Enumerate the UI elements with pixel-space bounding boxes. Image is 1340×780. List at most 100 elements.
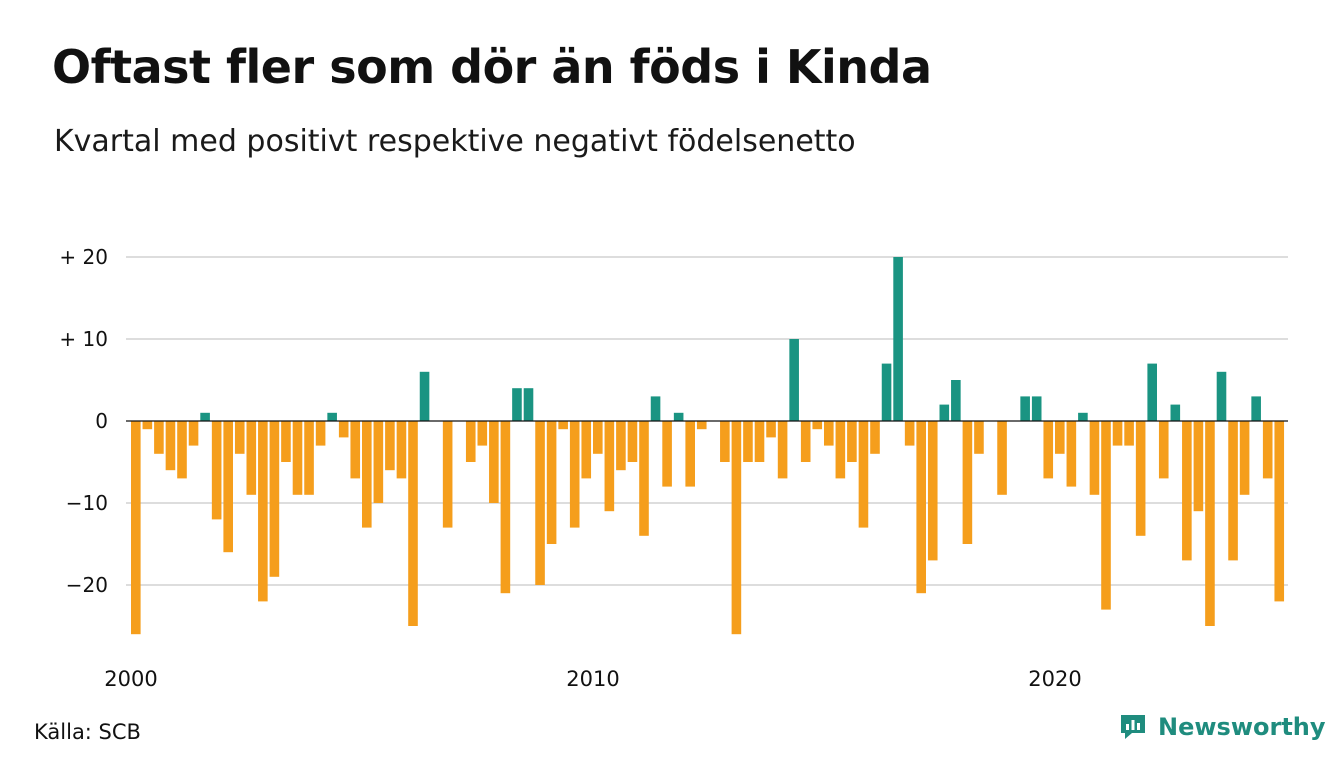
bar-negative — [662, 421, 672, 487]
bar-positive — [419, 371, 430, 421]
bar-negative — [1239, 421, 1250, 495]
bar-negative — [766, 421, 776, 438]
bar-negative — [546, 421, 557, 544]
bar-positive — [200, 412, 210, 421]
bar-negative — [292, 421, 303, 495]
bar-negative — [997, 421, 1007, 495]
bars — [131, 257, 1285, 635]
bar-negative — [696, 421, 707, 430]
bar-negative — [1112, 421, 1123, 446]
bar-positive — [939, 404, 950, 421]
bar-negative — [1158, 421, 1169, 479]
bar-negative — [489, 421, 499, 503]
bar-negative — [535, 421, 545, 585]
bar-negative — [927, 421, 938, 561]
bar-negative — [800, 421, 811, 462]
bar-positive — [951, 380, 961, 421]
bar-negative — [754, 421, 765, 462]
bar-negative — [1274, 421, 1285, 602]
bar-positive — [1020, 396, 1030, 421]
bar-negative — [477, 421, 488, 446]
bar-positive — [1147, 363, 1157, 421]
bar-positive — [650, 396, 661, 421]
bar-negative — [188, 421, 199, 446]
bar-negative — [1089, 421, 1100, 495]
bar-negative — [442, 421, 453, 528]
bar-positive — [789, 339, 799, 421]
bar-negative — [1055, 421, 1065, 454]
bar-positive — [1078, 412, 1088, 421]
bar-negative — [1124, 421, 1134, 446]
bar-negative — [743, 421, 753, 462]
bar-negative — [315, 421, 326, 446]
bar-negative — [223, 421, 233, 553]
bar-negative — [685, 421, 695, 487]
bar-negative — [824, 421, 834, 446]
bar-negative — [396, 421, 407, 479]
grid-lines — [126, 256, 1288, 586]
bar-negative — [604, 421, 615, 512]
bar-negative — [362, 421, 372, 528]
bar-negative — [234, 421, 245, 454]
bar-negative — [627, 421, 638, 462]
bar-negative — [246, 421, 257, 495]
bar-positive — [512, 388, 522, 421]
bar-negative — [500, 421, 511, 594]
bar-negative — [304, 421, 314, 495]
bar-negative — [581, 421, 592, 479]
y-tick-label: −20 — [66, 573, 108, 597]
bar-negative — [373, 421, 384, 503]
bar-negative — [962, 421, 973, 544]
bar-negative — [211, 421, 222, 520]
y-tick-label: + 10 — [59, 327, 108, 351]
bar-positive — [893, 257, 903, 421]
x-tick-label: 2020 — [1028, 667, 1081, 691]
bar-negative — [569, 421, 580, 528]
x-tick-label: 2010 — [566, 667, 619, 691]
bar-negative — [258, 421, 268, 602]
axis-labels: + 20 + 10 0 −10 −20 2000 2010 2020 — [59, 245, 1288, 691]
bar-positive — [1170, 404, 1181, 421]
bar-negative — [177, 421, 187, 479]
bar-negative — [338, 421, 349, 438]
x-tick-label: 2000 — [104, 667, 157, 691]
chart-title: Oftast fler som dör än föds i Kinda — [52, 40, 932, 94]
bar-negative — [281, 421, 291, 462]
bar-negative — [858, 421, 869, 528]
bar-negative — [870, 421, 880, 454]
bar-positive — [1031, 396, 1042, 421]
bar-negative — [812, 421, 823, 430]
bar-negative — [165, 421, 176, 471]
bar-positive — [523, 388, 534, 421]
bar-negative — [350, 421, 361, 479]
bar-positive — [1251, 396, 1261, 421]
bar-negative — [1228, 421, 1238, 561]
source-note: Källa: SCB — [34, 720, 141, 744]
bar-negative — [835, 421, 846, 479]
bar-negative — [639, 421, 649, 536]
bar-chart-logo-icon — [1121, 715, 1145, 739]
bar-negative — [1205, 421, 1215, 626]
y-tick-label: −10 — [66, 491, 108, 515]
bar-negative — [904, 421, 915, 446]
bar-positive — [327, 412, 337, 421]
brand-name: Newsworthy — [1158, 713, 1326, 741]
bar-negative — [408, 421, 418, 626]
bar-negative — [974, 421, 984, 454]
y-tick-label: 0 — [95, 409, 108, 433]
bar-negative — [731, 421, 742, 635]
bar-negative — [593, 421, 603, 454]
bar-negative — [558, 421, 568, 430]
bar-positive — [1216, 371, 1227, 421]
bar-negative — [1182, 421, 1192, 561]
bar-negative — [720, 421, 730, 462]
bar-negative — [616, 421, 626, 471]
bar-negative — [385, 421, 395, 471]
bar-negative — [777, 421, 788, 479]
bar-negative — [847, 421, 857, 462]
bar-negative — [1262, 421, 1273, 479]
bar-negative — [1193, 421, 1204, 512]
brand-logo: Newsworthy — [1118, 712, 1326, 742]
bar-positive — [673, 412, 684, 421]
